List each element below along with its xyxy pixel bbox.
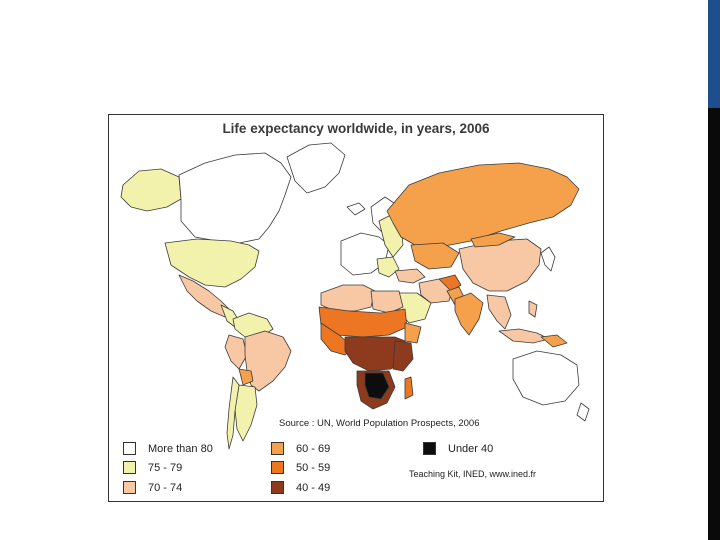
region-kazakhstan xyxy=(410,242,460,270)
region-iceland xyxy=(346,202,366,216)
region-indonesia xyxy=(498,328,550,344)
legend-swatch xyxy=(123,442,136,455)
legend-swatch xyxy=(271,481,284,494)
legend-swatch xyxy=(423,442,436,455)
region-australia xyxy=(512,350,580,406)
region-philippines xyxy=(528,300,538,318)
legend-swatch xyxy=(271,461,284,474)
map-title: Life expectancy worldwide, in years, 200… xyxy=(222,121,490,136)
region-peru xyxy=(224,334,248,370)
legend-swatch xyxy=(123,481,136,494)
region-chile xyxy=(226,376,240,450)
region-canada xyxy=(178,152,292,244)
legend-label: 60 - 69 xyxy=(296,442,331,455)
legend-label: 50 - 59 xyxy=(296,461,331,474)
legend-label: 75 - 79 xyxy=(148,461,183,474)
region-mongolia xyxy=(470,232,516,248)
legend-swatch xyxy=(271,442,284,455)
legend-40-49: 40 - 49 xyxy=(271,481,330,494)
slide-side-bar xyxy=(708,0,720,540)
region-korea-japan xyxy=(540,246,556,272)
region-horn-africa xyxy=(404,322,422,344)
region-bolivia xyxy=(238,368,254,386)
legend-under-40: Under 40 xyxy=(423,442,493,455)
region-greenland xyxy=(286,142,346,194)
slide-side-bar-accent xyxy=(708,0,720,108)
region-argentina xyxy=(234,384,258,442)
legend-70-74: 70 - 74 xyxy=(123,481,182,494)
region-turkey xyxy=(394,268,426,284)
map-figure: Life expectancy worldwide, in years, 200… xyxy=(108,114,604,502)
legend-label: 70 - 74 xyxy=(148,481,183,494)
legend-label: More than 80 xyxy=(148,442,213,455)
region-usa xyxy=(164,238,260,288)
region-east-africa xyxy=(392,340,414,372)
legend-50-59: 50 - 59 xyxy=(271,461,330,474)
region-china xyxy=(458,238,542,292)
legend-label: 40 - 49 xyxy=(296,481,331,494)
region-madagascar xyxy=(404,376,414,400)
region-southern-africa-core xyxy=(364,372,390,400)
legend-label: Under 40 xyxy=(448,442,494,455)
region-brazil xyxy=(244,330,292,392)
legend-75-79: 75 - 79 xyxy=(123,461,182,474)
region-alaska xyxy=(120,168,182,212)
region-north-africa-west xyxy=(320,284,376,312)
world-map xyxy=(120,142,590,450)
region-egypt-libya xyxy=(370,290,404,314)
region-papua xyxy=(540,334,568,348)
region-southeast-asia xyxy=(486,294,512,330)
legend-more-than-80: More than 80 xyxy=(123,442,213,455)
region-new-zealand xyxy=(576,402,590,422)
region-afghanistan xyxy=(438,274,462,292)
region-russia xyxy=(386,162,580,248)
credit-note: Teaching Kit, INED, www.ined.fr xyxy=(409,469,537,479)
legend-60-69: 60 - 69 xyxy=(271,442,330,455)
legend-swatch xyxy=(123,461,136,474)
region-india xyxy=(454,292,484,336)
region-balkans xyxy=(376,256,400,278)
source-note: Source : UN, World Population Prospects,… xyxy=(279,418,480,429)
